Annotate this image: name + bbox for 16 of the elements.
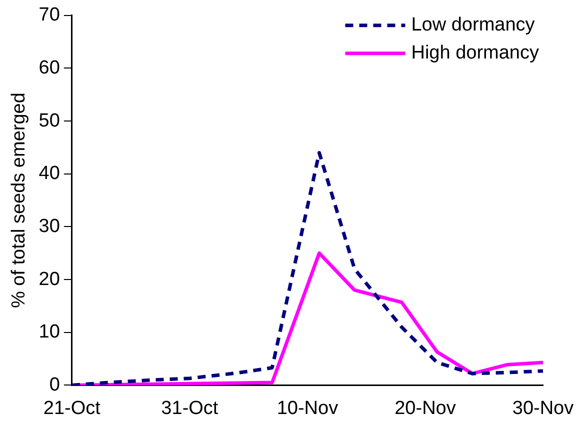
legend-label: High dormancy <box>411 42 540 64</box>
y-tick-label: 50 <box>38 110 60 132</box>
x-tick-label: 10-Nov <box>276 398 339 419</box>
y-tick-label: 10 <box>38 322 60 343</box>
y-tick-label: 70 <box>38 4 60 26</box>
y-tick-label: 20 <box>38 268 60 290</box>
x-tick-label: 31-Oct <box>161 398 219 419</box>
y-tick-label: 60 <box>38 57 60 78</box>
y-tick-label: 40 <box>38 163 60 184</box>
x-tick-label: 21-Oct <box>43 398 102 419</box>
y-tick-label: 0 <box>49 374 60 396</box>
y-axis-title: % of total seeds emerged <box>8 92 30 308</box>
legend-label: Low dormancy <box>411 14 536 36</box>
x-tick-label: 30-Nov <box>512 398 574 419</box>
y-tick-label: 30 <box>38 216 60 237</box>
x-tick-label: 20-Nov <box>394 398 456 419</box>
